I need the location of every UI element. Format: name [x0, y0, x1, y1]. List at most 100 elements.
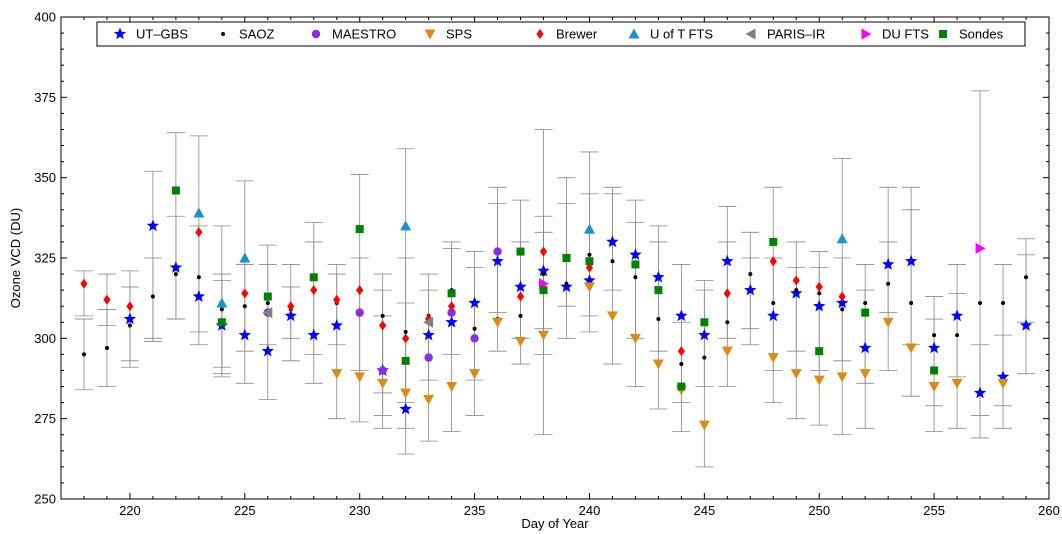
data-point — [472, 326, 477, 331]
data-point — [307, 328, 320, 341]
data-point — [355, 225, 364, 234]
data-point — [422, 328, 435, 341]
data-point — [610, 259, 615, 264]
series-sondes — [171, 186, 939, 391]
data-point — [927, 341, 941, 354]
error-bar — [902, 209, 921, 346]
data-point — [813, 299, 826, 312]
legend-item-brewer: Brewer — [536, 27, 598, 42]
data-point — [380, 313, 385, 318]
legend-marker — [424, 29, 436, 40]
legend-item-u-of-t-fts: U of T FTS — [628, 27, 713, 42]
legend-marker — [861, 28, 872, 40]
legend-item-sps: SPS — [424, 27, 472, 42]
data-point — [518, 313, 523, 318]
data-point — [378, 366, 387, 375]
error-bar — [856, 289, 875, 384]
data-point — [677, 382, 686, 391]
data-point — [836, 233, 848, 244]
data-point — [1019, 318, 1033, 331]
data-point — [629, 333, 641, 344]
data-point — [881, 257, 895, 270]
data-point — [284, 309, 297, 322]
data-point — [606, 235, 619, 248]
data-point — [470, 334, 479, 343]
data-point — [725, 320, 730, 325]
legend-item-sondes: Sondes — [939, 27, 1004, 42]
data-point — [262, 307, 273, 319]
data-point — [514, 280, 527, 293]
data-point — [242, 304, 247, 309]
data-point — [583, 282, 595, 293]
data-point — [423, 316, 434, 328]
data-point — [261, 344, 274, 357]
data-point — [679, 362, 684, 367]
data-point — [400, 220, 412, 231]
data-point — [539, 246, 548, 257]
data-point — [585, 257, 594, 266]
data-point — [836, 372, 848, 383]
data-point — [424, 353, 433, 362]
legend-marker — [536, 29, 544, 39]
legend-label: U of T FTS — [650, 27, 713, 42]
data-point — [583, 273, 596, 286]
data-point — [239, 252, 251, 263]
data-point — [103, 294, 111, 305]
data-point — [813, 375, 825, 386]
error-bar — [626, 222, 645, 339]
data-point — [169, 261, 183, 273]
data-point — [975, 242, 986, 254]
legend-item-saoz: SAOZ — [221, 27, 274, 42]
x-tick-label: 250 — [808, 503, 830, 518]
data-point — [469, 369, 481, 380]
legend-label: DU FTS — [882, 27, 929, 42]
data-point — [767, 309, 780, 322]
error-bar — [741, 257, 760, 330]
data-point — [863, 300, 868, 305]
legend-marker — [628, 28, 640, 39]
data-point — [448, 301, 456, 312]
data-point — [996, 370, 1010, 383]
data-point — [356, 285, 364, 296]
data-point — [516, 247, 525, 256]
legend-label: MAESTRO — [332, 27, 396, 42]
error-bar — [925, 318, 944, 407]
y-tick-label: 275 — [34, 411, 56, 426]
data-point — [263, 292, 272, 301]
data-point — [769, 256, 777, 267]
data-point — [310, 285, 318, 296]
data-point — [516, 291, 525, 302]
data-point — [81, 352, 86, 357]
data-point — [241, 288, 249, 299]
error-bar — [649, 241, 668, 352]
error-bar — [373, 289, 392, 394]
data-point — [815, 281, 823, 292]
data-point — [859, 341, 872, 354]
data-point — [216, 297, 228, 308]
data-point — [265, 300, 270, 305]
data-point — [126, 301, 134, 312]
x-tick-label: 235 — [464, 503, 486, 518]
data-point — [400, 388, 412, 399]
data-point — [633, 275, 638, 280]
data-point — [217, 318, 226, 327]
data-point — [446, 382, 458, 393]
error-bar — [74, 270, 93, 317]
data-point — [331, 369, 343, 380]
error-bar — [511, 241, 530, 339]
legend-marker — [221, 32, 225, 36]
error-bar — [1017, 254, 1036, 323]
x-tick-label: 225 — [234, 503, 256, 518]
data-point — [377, 378, 389, 389]
x-tick-label: 230 — [349, 503, 371, 518]
data-point — [587, 252, 592, 257]
y-tick-label: 325 — [34, 251, 56, 266]
data-point — [973, 386, 987, 399]
legend-label: UT–GBS — [136, 27, 188, 42]
data-point — [838, 291, 846, 302]
error-bar — [327, 273, 346, 346]
legend-item-paris-ir: PARIS–IR — [745, 27, 825, 42]
legend-marker — [311, 29, 321, 39]
data-point — [654, 286, 663, 295]
data-point — [515, 337, 527, 348]
